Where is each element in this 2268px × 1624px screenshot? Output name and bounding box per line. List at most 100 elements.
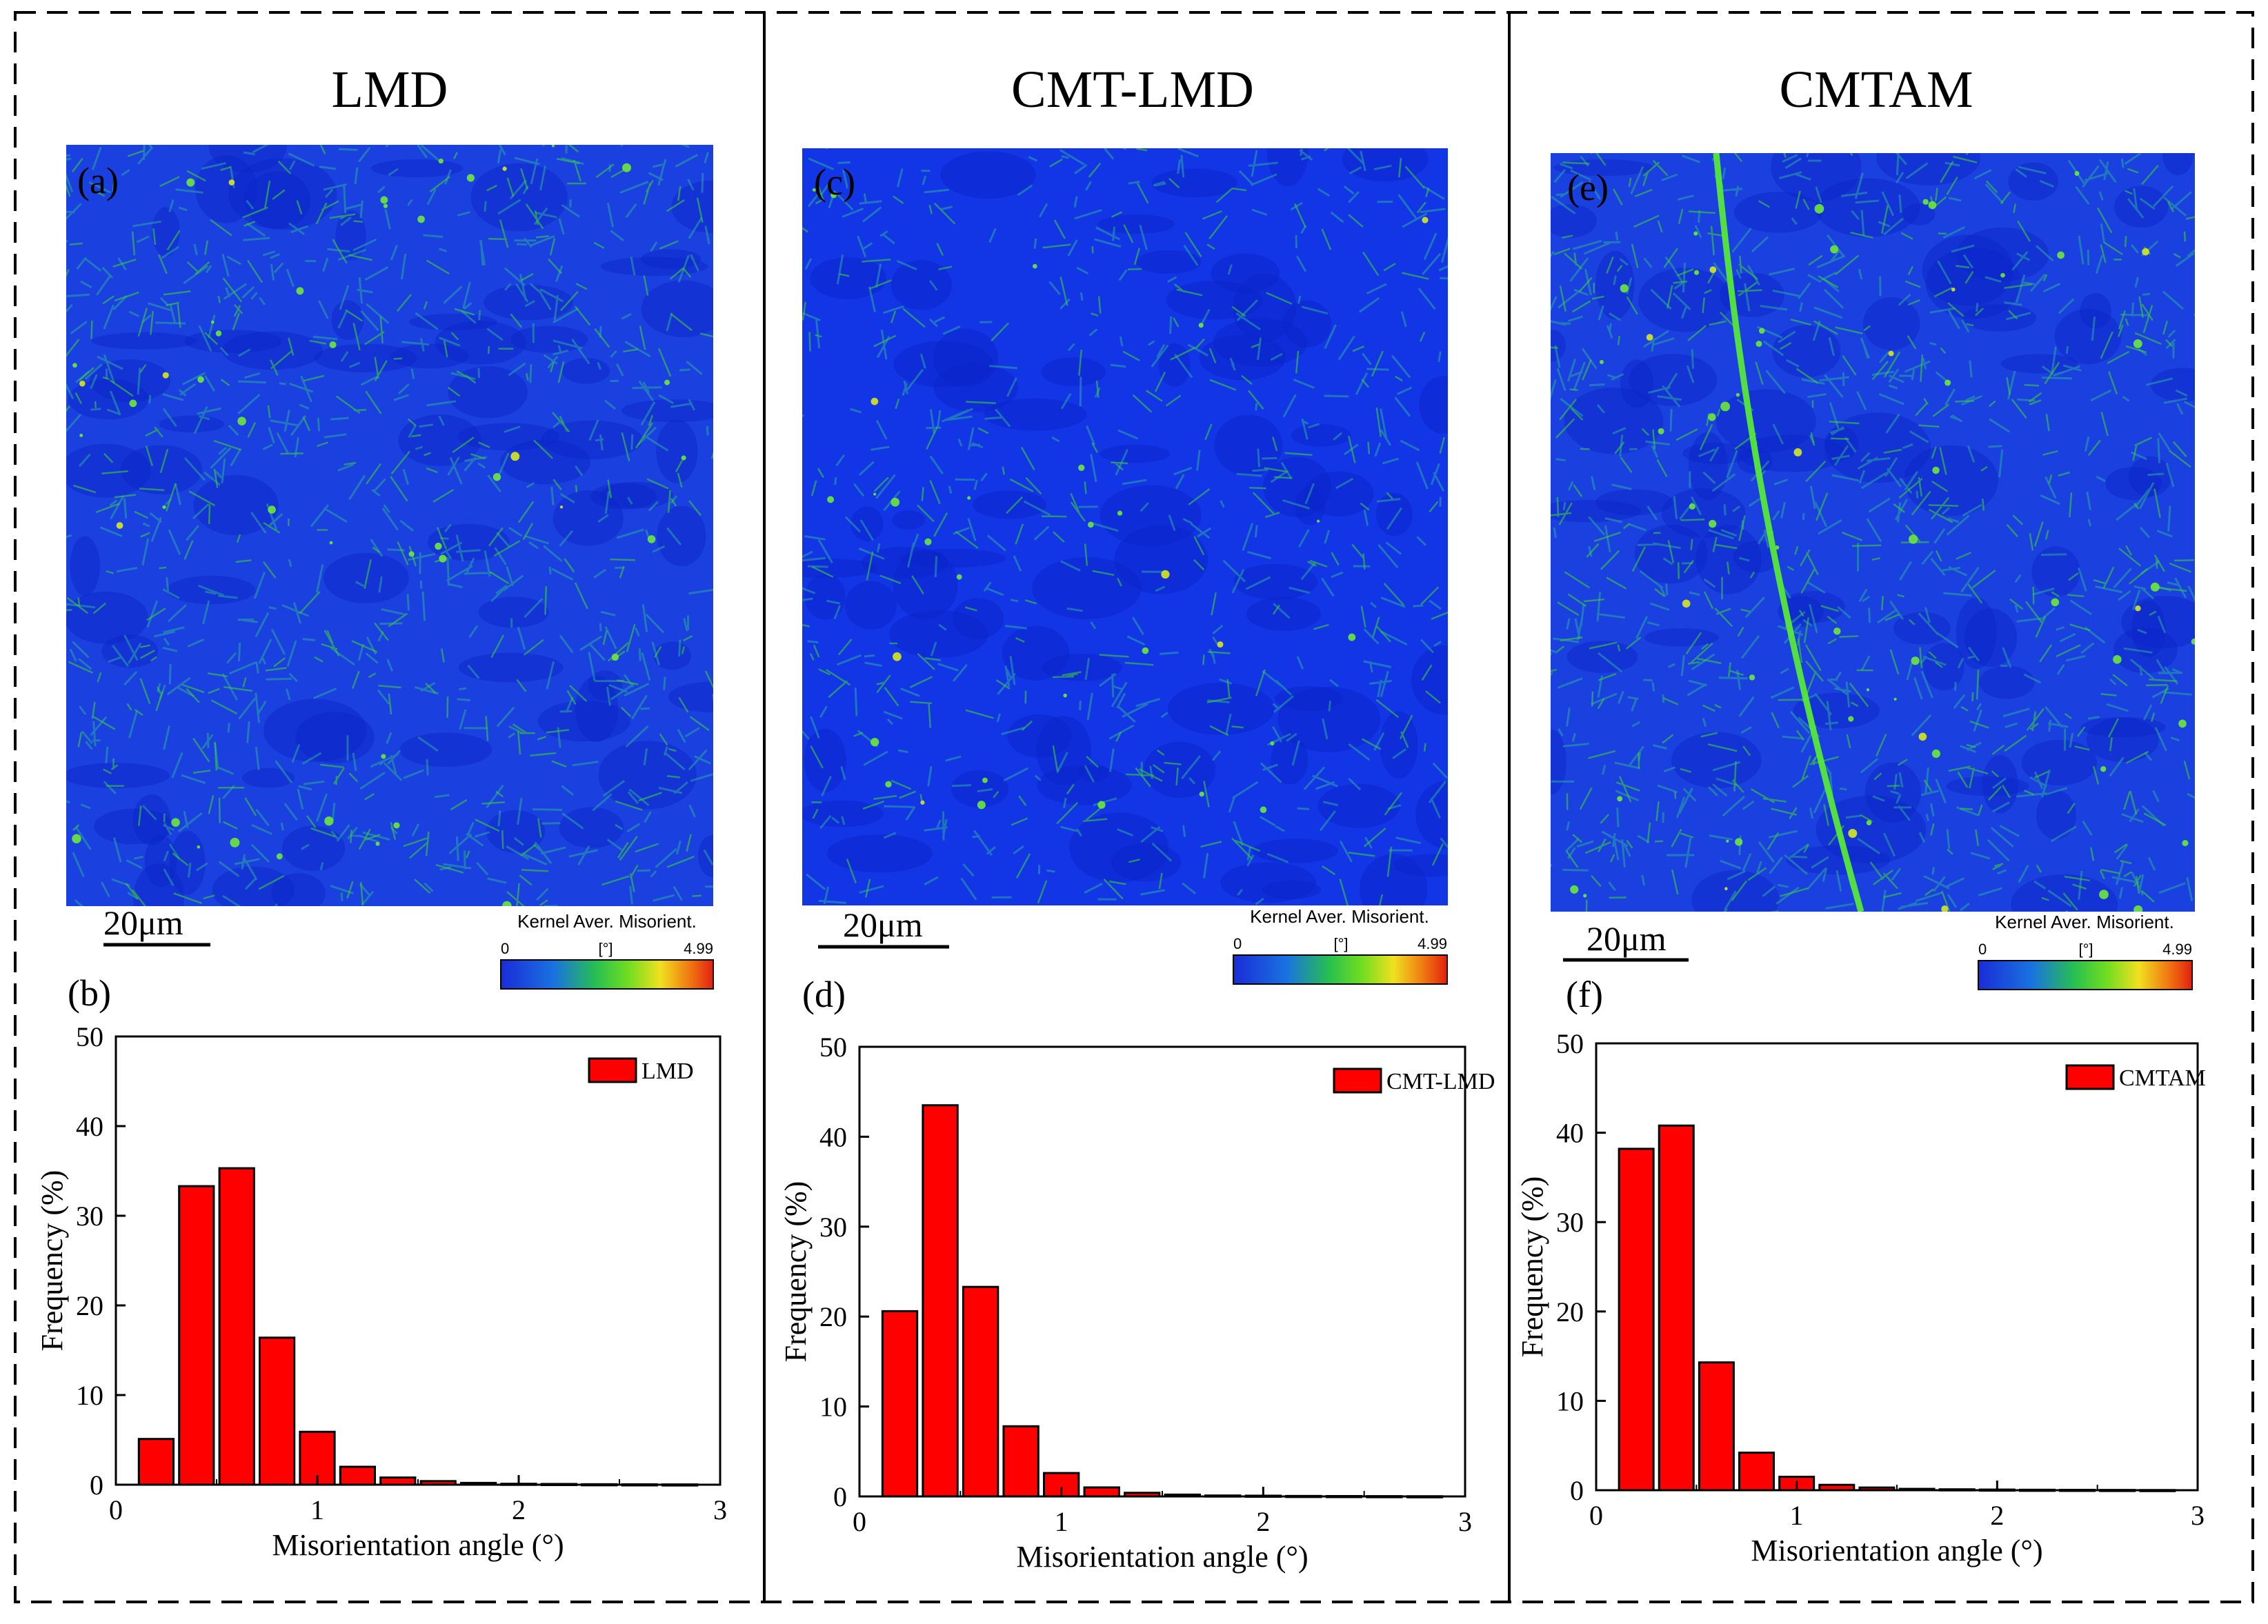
y-tick-label: 10	[1556, 1385, 1584, 1416]
x-axis-label: Misorientation angle (°)	[1751, 1534, 2042, 1567]
x-axis-label: Misorientation angle (°)	[1016, 1540, 1308, 1574]
colorbar-unit: [°]	[2078, 941, 2093, 958]
scale-bar-label: 20μm	[103, 903, 183, 942]
histogram-bar	[922, 1104, 959, 1498]
panel-column-1: LMD (a) 20μm Kernel Aver. Misorient. 0 […	[35, 61, 727, 1562]
y-tick-label: 0	[833, 1481, 847, 1512]
scale-bar-label: 20μm	[843, 905, 923, 944]
legend-swatch	[2065, 1064, 2115, 1090]
x-tick-label: 0	[109, 1494, 123, 1525]
colorbar: Kernel Aver. Misorient. 0 [°] 4.99	[1233, 906, 1448, 985]
y-tick-label: 10	[819, 1392, 847, 1423]
x-tick-label: 0	[853, 1506, 866, 1537]
histogram-bar	[178, 1185, 215, 1486]
y-tick-label: 0	[1570, 1475, 1584, 1506]
y-tick-label: 40	[819, 1121, 847, 1152]
histogram-bar	[258, 1336, 296, 1486]
histogram-bar	[339, 1465, 377, 1486]
y-tick-label: 40	[1556, 1118, 1584, 1149]
colorbar-max: 4.99	[1418, 935, 1447, 952]
grain-boundary-line	[1713, 153, 1864, 912]
y-tick-label: 20	[819, 1301, 847, 1332]
y-axis-label: Frequency (%)	[1515, 1176, 1549, 1358]
x-tick-label: 1	[1055, 1506, 1068, 1537]
colorbar-unit: [°]	[1333, 935, 1348, 952]
y-tick-label: 20	[76, 1290, 103, 1321]
histogram-bar	[1618, 1147, 1655, 1492]
colorbar-max: 4.99	[684, 940, 713, 957]
panel-column-2: CMT-LMD (c) 20μm Kernel Aver. Misorient.…	[779, 61, 1495, 1574]
y-tick-label: 50	[819, 1032, 847, 1063]
histogram-bar	[881, 1310, 919, 1498]
histogram-chart: 0 10 20 30 40 50 0 1 2 3 Misorientation angle (°) F…	[1515, 1028, 2206, 1567]
colorbar-gradient	[1978, 960, 2193, 990]
histogram-chart: 0 10 20 30 40 50 0 1 2 3 Misorientation angle (°) F…	[35, 1021, 727, 1562]
histogram-chart: 0 10 20 30 40 50 0 1 2 3 Misorientation angle (°) F…	[779, 1032, 1495, 1574]
y-tick-label: 30	[76, 1201, 103, 1232]
colorbar-gradient	[1233, 954, 1448, 985]
histogram-bar	[962, 1285, 999, 1498]
histogram-bar	[1083, 1486, 1120, 1498]
colorbar-min: 0	[1233, 935, 1242, 952]
chart-panel-label: (b)	[68, 972, 111, 1014]
colorbar-title: Kernel Aver. Misorient.	[1250, 906, 1429, 927]
panel-title: CMT-LMD	[1011, 61, 1254, 119]
panel-column-3: CMTAM (e) 20μm Kernel Aver. Misorient. 0…	[1515, 61, 2206, 1567]
histogram-bar	[1738, 1452, 1775, 1492]
colorbar-gradient	[500, 959, 714, 990]
y-tick-label: 20	[1556, 1296, 1584, 1327]
colorbar-title: Kernel Aver. Misorient.	[1995, 912, 2174, 932]
panel-title: LMD	[332, 61, 448, 119]
legend-label: CMTAM	[2119, 1065, 2206, 1091]
y-tick-label: 50	[76, 1021, 103, 1052]
y-axis-label: Frequency (%)	[35, 1170, 69, 1352]
colorbar: Kernel Aver. Misorient. 0 [°] 4.99	[500, 911, 714, 990]
kam-map	[66, 145, 713, 906]
histogram-bar	[1658, 1124, 1695, 1492]
kam-map	[802, 148, 1448, 905]
map-panel-label: (e)	[1567, 167, 1609, 208]
chart-panel-label: (f)	[1566, 974, 1603, 1015]
x-tick-label: 2	[512, 1494, 526, 1525]
colorbar: Kernel Aver. Misorient. 0 [°] 4.99	[1978, 912, 2193, 990]
map-panel-label: (c)	[814, 161, 855, 203]
legend-swatch	[588, 1057, 637, 1083]
y-axis-label: Frequency (%)	[779, 1181, 813, 1363]
x-tick-label: 3	[2191, 1500, 2205, 1531]
histogram-bar	[218, 1167, 255, 1486]
histogram-bar	[379, 1476, 417, 1486]
histogram-bar	[1002, 1425, 1040, 1498]
figure-frame	[14, 11, 2254, 1603]
colorbar-unit: [°]	[598, 940, 613, 957]
x-tick-label: 1	[1790, 1500, 1804, 1531]
kam-map-background	[66, 145, 713, 906]
y-tick-label: 50	[1556, 1028, 1584, 1059]
legend-swatch	[1333, 1067, 1382, 1094]
legend-label: LMD	[641, 1059, 694, 1084]
chart-panel-label: (d)	[802, 974, 846, 1015]
y-tick-label: 0	[90, 1470, 103, 1501]
histogram-bar	[1698, 1361, 1735, 1492]
kam-map-background	[802, 148, 1448, 905]
x-tick-label: 2	[1256, 1506, 1270, 1537]
x-tick-label: 0	[1589, 1500, 1603, 1531]
panel-title: CMTAM	[1779, 61, 1973, 119]
x-tick-label: 1	[310, 1494, 324, 1525]
colorbar-title: Kernel Aver. Misorient.	[517, 911, 697, 932]
legend-label: CMT-LMD	[1386, 1069, 1495, 1094]
histogram-bar	[137, 1438, 175, 1486]
map-panel-label: (a)	[77, 160, 119, 201]
x-tick-label: 2	[1990, 1500, 2004, 1531]
colorbar-min: 0	[501, 940, 509, 957]
y-tick-label: 10	[76, 1380, 103, 1411]
colorbar-min: 0	[1978, 941, 1987, 958]
x-tick-label: 3	[1458, 1506, 1472, 1537]
y-tick-label: 30	[819, 1212, 847, 1243]
x-axis-label: Misorientation angle (°)	[272, 1528, 564, 1562]
y-tick-label: 30	[1556, 1207, 1584, 1238]
y-tick-label: 40	[76, 1111, 103, 1142]
x-tick-label: 3	[713, 1494, 727, 1525]
scale-bar-label: 20μm	[1586, 919, 1667, 958]
kam-map	[1551, 153, 2195, 912]
